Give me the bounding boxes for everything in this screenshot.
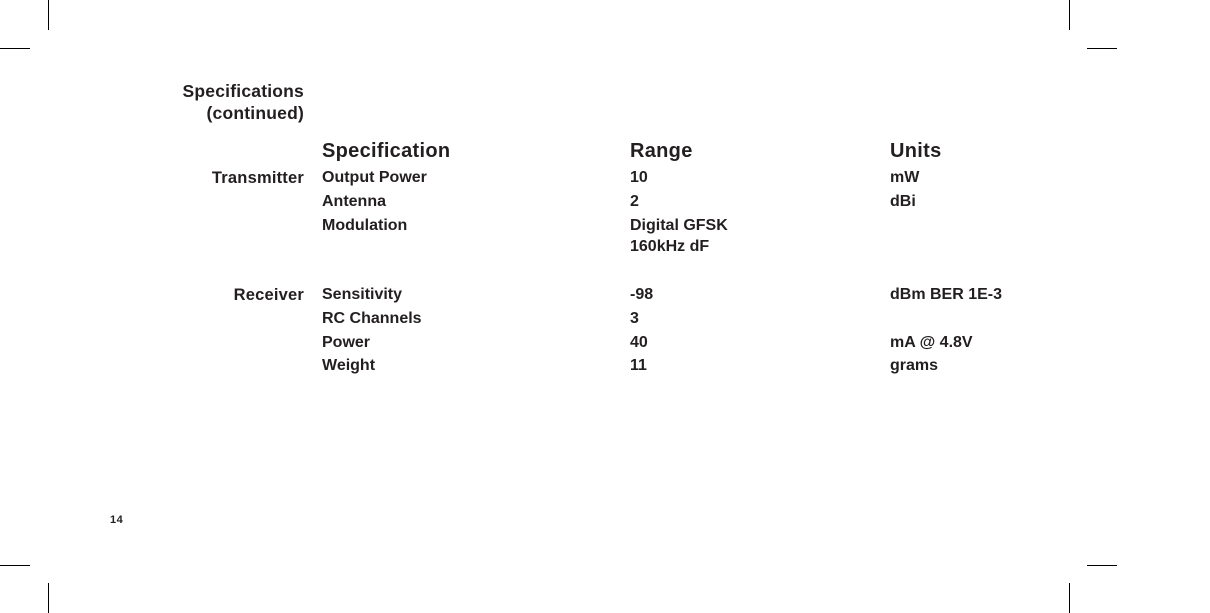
range-cell: -98 (630, 284, 890, 306)
page-number: 14 (110, 514, 123, 526)
range-cell: 3 (630, 308, 890, 330)
spec-cell: Weight (322, 355, 630, 377)
table-row: Modulation Digital GFSK 160kHz dF (146, 214, 1136, 259)
section-title: Specifications (continued) (146, 80, 322, 125)
range-cell: 11 (630, 355, 890, 377)
spec-cell: Antenna (322, 191, 630, 213)
table-row: Weight 11 grams (146, 354, 1136, 378)
range-line2: 160kHz dF (630, 236, 890, 258)
units-cell: mA @ 4.8V (890, 332, 1110, 354)
table-row: Power 40 mA @ 4.8V (146, 331, 1136, 355)
range-cell: 2 (630, 191, 890, 213)
header-row: Specification Range Units (146, 137, 1136, 166)
units-cell: dBi (890, 191, 1110, 213)
group-label-receiver: Receiver (146, 284, 322, 306)
table-row: Receiver Sensitivity -98 dBm BER 1E-3 (146, 283, 1136, 307)
header-units: Units (890, 138, 1110, 165)
range-cell: 40 (630, 332, 890, 354)
spec-cell: Power (322, 332, 630, 354)
header-range: Range (630, 138, 890, 165)
spec-cell: Modulation (322, 215, 630, 237)
section-title-line1: Specifications (183, 81, 304, 101)
header-specification: Specification (322, 138, 630, 165)
spec-cell: RC Channels (322, 308, 630, 330)
spec-page: Specifications (continued) Specification… (146, 80, 1136, 378)
group-label-transmitter: Transmitter (146, 167, 322, 189)
range-line1: Digital GFSK (630, 217, 728, 234)
spec-cell: Output Power (322, 167, 630, 189)
range-cell: 10 (630, 167, 890, 189)
table-row: RC Channels 3 (146, 307, 1136, 331)
units-cell: grams (890, 355, 1110, 377)
units-cell: dBm BER 1E-3 (890, 284, 1110, 306)
table-row: Antenna 2 dBi (146, 190, 1136, 214)
range-cell: Digital GFSK 160kHz dF (630, 215, 890, 258)
spec-cell: Sensitivity (322, 284, 630, 306)
section-title-line2: (continued) (207, 103, 304, 123)
table-row: Transmitter Output Power 10 mW (146, 166, 1136, 190)
units-cell: mW (890, 167, 1110, 189)
